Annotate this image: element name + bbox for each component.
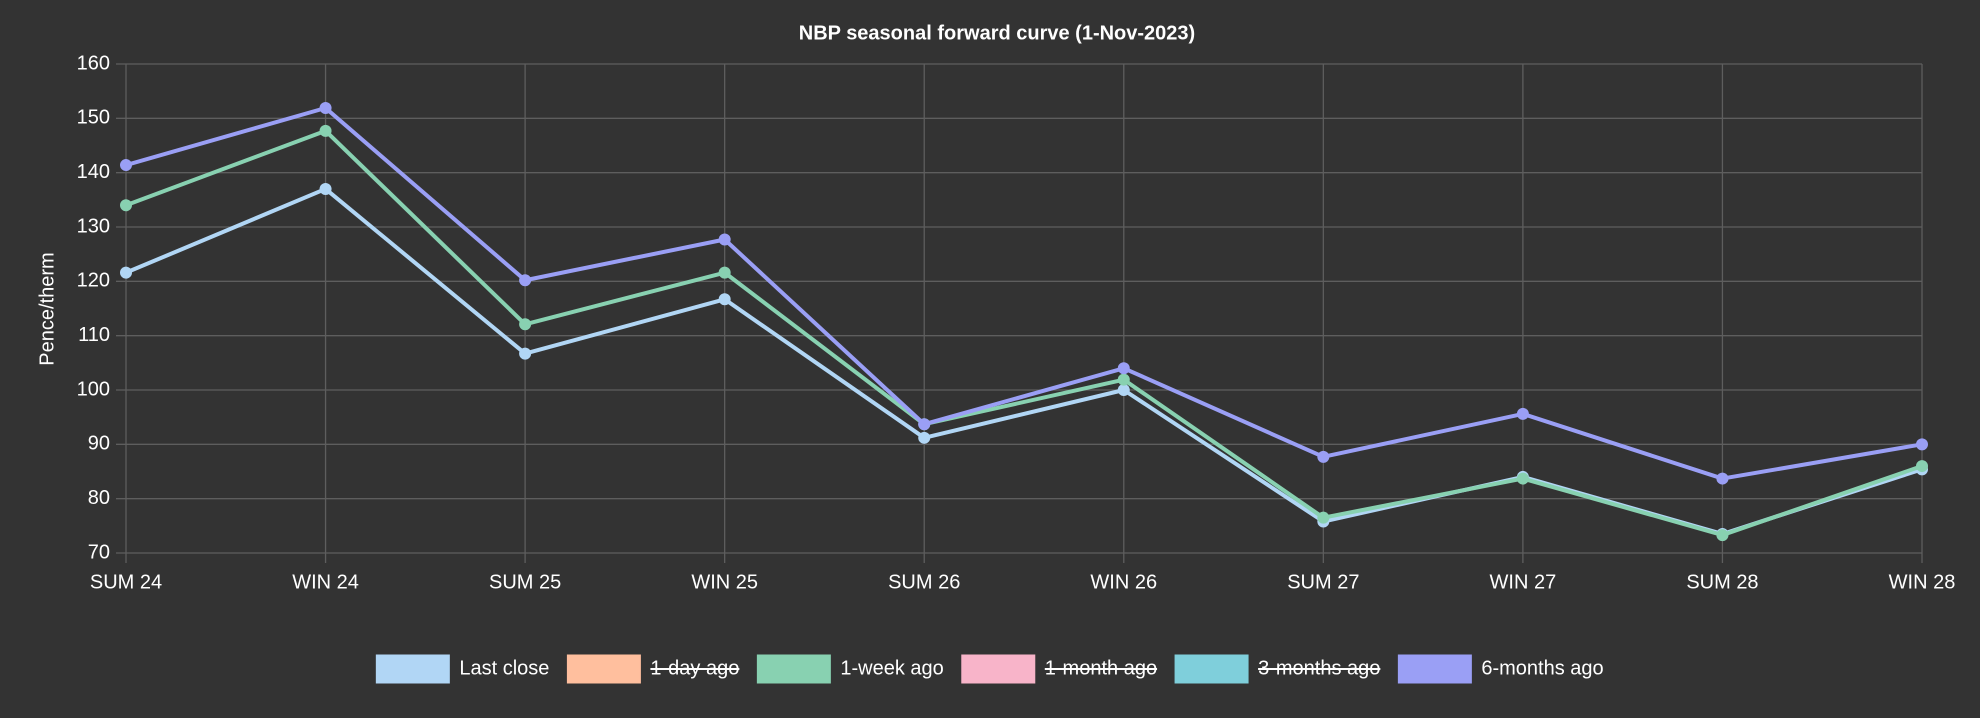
y-tick-label: 130 bbox=[77, 215, 110, 237]
x-tick-label: WIN 26 bbox=[1090, 571, 1157, 593]
y-tick-label: 110 bbox=[78, 324, 110, 346]
legend-swatch bbox=[1174, 654, 1249, 684]
data-point bbox=[120, 266, 132, 279]
data-point bbox=[120, 199, 132, 212]
y-tick-label: 90 bbox=[88, 433, 110, 455]
series-line bbox=[125, 106, 1923, 481]
x-tick-label: SUM 24 bbox=[90, 571, 162, 593]
legend-swatch bbox=[375, 654, 450, 684]
data-point bbox=[1516, 472, 1529, 485]
legend-swatch bbox=[756, 654, 831, 684]
data-point bbox=[718, 233, 731, 246]
y-tick-label: 70 bbox=[88, 541, 110, 563]
data-point bbox=[1317, 450, 1330, 463]
x-tick-label: SUM 28 bbox=[1686, 571, 1758, 593]
y-tick-label: 160 bbox=[77, 52, 110, 74]
data-point bbox=[1117, 373, 1130, 386]
data-point bbox=[718, 293, 731, 306]
data-point bbox=[1716, 472, 1729, 485]
x-tick-label: WIN 27 bbox=[1490, 571, 1557, 593]
data-point bbox=[918, 431, 931, 444]
data-point bbox=[918, 418, 931, 431]
x-tick-label: WIN 28 bbox=[1889, 571, 1956, 593]
data-point bbox=[1716, 529, 1729, 542]
x-tick-label: SUM 27 bbox=[1287, 571, 1359, 593]
y-tick-label: 80 bbox=[88, 487, 110, 509]
y-tick-label: 100 bbox=[77, 378, 110, 400]
data-point bbox=[519, 274, 532, 287]
data-point bbox=[319, 182, 332, 195]
x-tick-label: SUM 26 bbox=[888, 571, 960, 593]
data-point bbox=[319, 124, 332, 137]
legend-label: Last close bbox=[459, 657, 549, 679]
legend-swatch bbox=[566, 654, 641, 684]
data-point bbox=[1117, 362, 1130, 375]
legend-swatch bbox=[961, 654, 1036, 684]
data-point bbox=[1516, 407, 1529, 420]
legend-swatch bbox=[1397, 654, 1472, 684]
y-axis-title: Pence/therm bbox=[36, 252, 58, 365]
chart-title: NBP seasonal forward curve (1-Nov-2023) bbox=[799, 22, 1195, 44]
data-point bbox=[1117, 384, 1130, 396]
data-point bbox=[120, 159, 132, 172]
data-point bbox=[1317, 511, 1330, 524]
x-tick-label: WIN 25 bbox=[691, 571, 758, 593]
data-point bbox=[319, 102, 332, 115]
legend-label: 1-week ago bbox=[840, 657, 943, 679]
data-point bbox=[519, 318, 532, 331]
y-tick-label: 140 bbox=[77, 161, 110, 183]
data-point bbox=[519, 347, 532, 360]
legend: Last close 1-day ago 1-week ago 1-month ago… bbox=[375, 654, 1604, 684]
data-point bbox=[1916, 438, 1928, 451]
y-tick-label: 150 bbox=[77, 107, 110, 129]
x-tick-label: SUM 25 bbox=[489, 571, 561, 593]
y-tick-label: 120 bbox=[77, 270, 110, 292]
series-line bbox=[125, 128, 1923, 538]
data-point bbox=[718, 266, 731, 279]
data-point bbox=[1916, 460, 1928, 473]
x-tick-label: WIN 24 bbox=[292, 571, 359, 593]
legend-label: 6-months ago bbox=[1481, 657, 1603, 679]
